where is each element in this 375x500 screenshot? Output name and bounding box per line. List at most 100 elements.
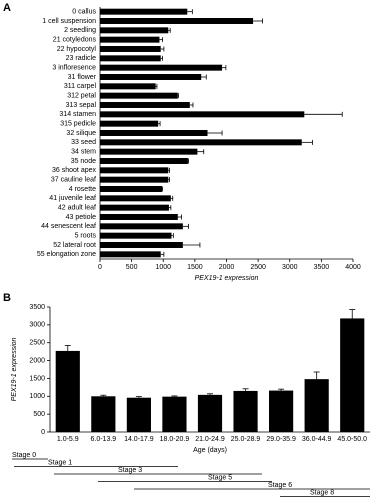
bar xyxy=(100,251,161,258)
stage-label: Stage 6 xyxy=(268,482,292,489)
y-tick-label: 0 callus xyxy=(72,9,96,16)
x-tick-label: 1.0-5.9 xyxy=(57,436,79,443)
stage-label: Stage 3 xyxy=(118,467,142,474)
y-tick-label: 1 cell suspension xyxy=(42,18,96,25)
bar xyxy=(100,74,202,80)
y-tick-label: 1000 xyxy=(29,393,45,400)
bar xyxy=(340,318,365,432)
panel-label: B xyxy=(3,292,11,304)
bar xyxy=(197,394,223,432)
y-tick-label: 1500 xyxy=(29,375,45,382)
y-tick-label: 21 cotyledons xyxy=(53,37,97,44)
y-tick-label: 31 flower xyxy=(68,74,97,81)
stage-label: Stage 0 xyxy=(12,452,36,459)
y-tick-label: 500 xyxy=(33,411,45,418)
bar xyxy=(100,232,172,239)
bar xyxy=(100,139,302,146)
y-tick-label: 2500 xyxy=(29,340,45,347)
y-tick-label: 35 node xyxy=(71,158,96,165)
y-tick-label: 3000 xyxy=(29,322,45,329)
bar xyxy=(100,120,159,127)
bar xyxy=(100,158,188,164)
y-tick-label: 42 adult leaf xyxy=(58,205,96,212)
bar xyxy=(100,55,161,62)
bar xyxy=(100,176,169,183)
y-tick-label: 312 petal xyxy=(67,93,96,100)
x-tick-label: 36.0-44.9 xyxy=(302,436,332,443)
stage-label: Stage 5 xyxy=(208,474,232,481)
bar xyxy=(55,350,80,432)
y-tick-label: 311 carpel xyxy=(64,83,97,90)
y-tick-label: 0 xyxy=(41,429,45,436)
y-tick-label: 55 elongation zone xyxy=(37,251,96,258)
panel-label: A xyxy=(3,2,11,14)
bar xyxy=(233,390,258,432)
x-tick-label: 29.0-35.9 xyxy=(266,436,296,443)
bar xyxy=(100,130,208,136)
y-tick-label: 2000 xyxy=(29,357,45,364)
bar xyxy=(100,223,183,230)
y-tick-label: 41 juvenile leaf xyxy=(49,195,96,202)
bar xyxy=(304,379,329,432)
x-tick-label: 45.0-50.0 xyxy=(337,436,367,443)
x-axis-label: PEX19-1 expression xyxy=(195,275,259,282)
bar xyxy=(100,242,183,248)
bar xyxy=(100,92,178,99)
bar xyxy=(269,390,294,432)
y-tick-label: 2 seedling xyxy=(64,27,96,34)
y-tick-label: 23 radicle xyxy=(66,55,96,62)
x-tick-label: 21.0-24.9 xyxy=(195,436,225,443)
x-tick-label: 3000 xyxy=(282,264,298,271)
stage-label: Stage 1 xyxy=(48,459,72,466)
bar xyxy=(100,83,156,90)
stage-label: Stage 8 xyxy=(310,489,334,496)
bar xyxy=(100,167,169,174)
y-tick-label: 52 lateral root xyxy=(53,242,96,249)
bar xyxy=(100,148,198,155)
x-tick-label: 1000 xyxy=(155,264,171,271)
y-tick-label: 3 infloresence xyxy=(52,65,96,72)
y-tick-label: 315 pedicle xyxy=(60,121,96,128)
y-tick-label: 314 stamen xyxy=(59,111,96,118)
y-tick-label: 37 cauline leaf xyxy=(51,177,96,184)
x-tick-label: 2500 xyxy=(250,264,266,271)
x-tick-label: 2000 xyxy=(219,264,235,271)
y-tick-label: 4 rosette xyxy=(69,186,96,193)
bar xyxy=(100,214,178,220)
y-tick-label: 33 seed xyxy=(71,139,96,146)
x-tick-label: 4000 xyxy=(345,264,361,271)
bar xyxy=(100,46,161,52)
y-tick-label: 32 silique xyxy=(66,130,96,137)
y-tick-label: 3500 xyxy=(29,304,45,311)
y-tick-label: 34 stem xyxy=(71,149,96,156)
bar xyxy=(100,8,188,15)
bar xyxy=(100,195,171,202)
bar xyxy=(100,186,162,192)
y-tick-label: 44 senescent leaf xyxy=(41,223,96,230)
bar xyxy=(100,36,160,43)
y-axis-label: PEX19-1 expression xyxy=(11,337,18,401)
x-tick-label: 3500 xyxy=(314,264,330,271)
bar xyxy=(100,102,190,108)
bar xyxy=(162,396,187,432)
bar xyxy=(100,204,169,211)
x-tick-label: 18.0-20.9 xyxy=(160,436,190,443)
bar xyxy=(100,64,223,71)
x-tick-label: 14.0-17.9 xyxy=(124,436,154,443)
x-axis-label: Age (days) xyxy=(193,447,227,454)
bar xyxy=(100,18,254,24)
bar xyxy=(91,396,116,432)
bar xyxy=(100,27,169,34)
y-tick-label: 22 hypocotyl xyxy=(57,46,97,53)
x-tick-label: 1500 xyxy=(187,264,203,271)
y-tick-label: 313 sepal xyxy=(66,102,97,109)
bar xyxy=(100,111,305,118)
y-tick-label: 43 petiole xyxy=(66,214,96,221)
x-tick-label: 500 xyxy=(126,264,138,271)
x-tick-label: 25.0-28.9 xyxy=(231,436,261,443)
x-tick-label: 0 xyxy=(98,264,102,271)
y-tick-label: 5 roots xyxy=(75,233,97,240)
x-tick-label: 6.0-13.9 xyxy=(90,436,116,443)
bar xyxy=(126,397,151,432)
